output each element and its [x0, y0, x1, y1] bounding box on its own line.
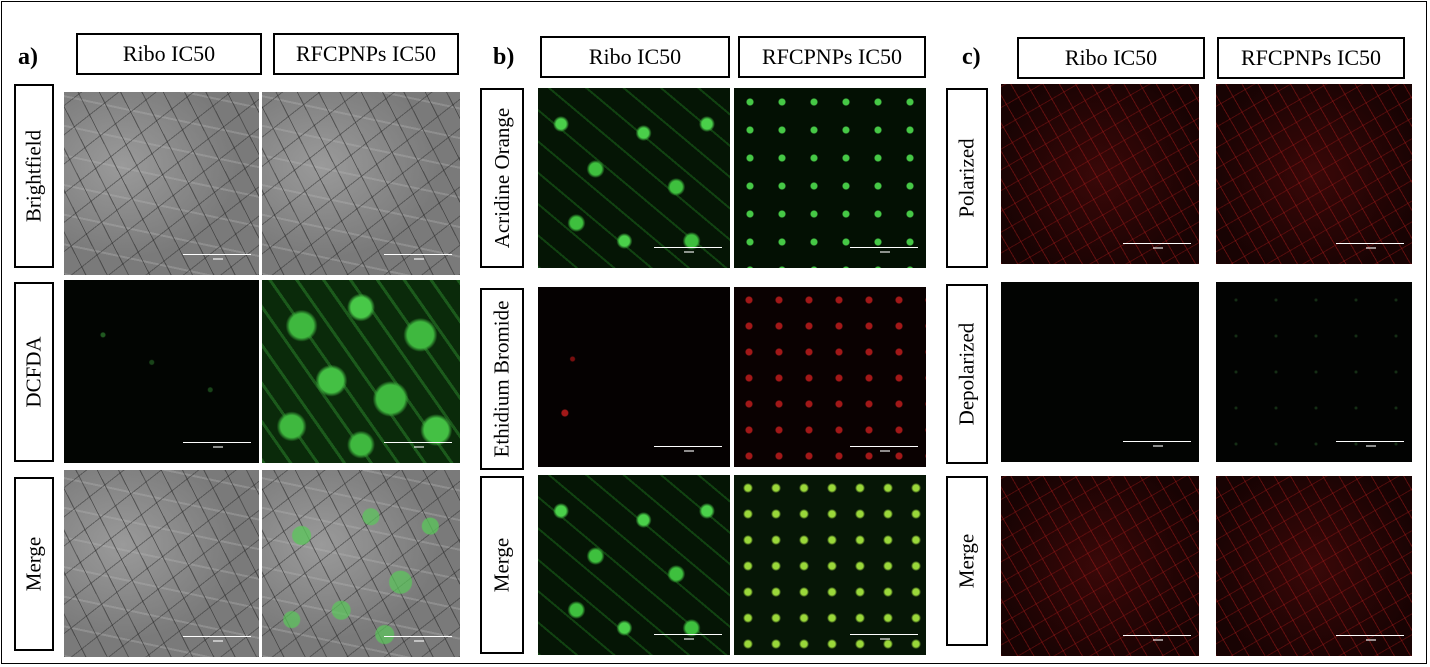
panel-b-letter: b): [493, 44, 515, 70]
scale-bar: [1123, 635, 1191, 641]
scale-bar: [654, 446, 722, 452]
micrograph-c-depolarized-rfcpnps: [1216, 282, 1412, 462]
row-label-text: Acridine Orange: [490, 107, 514, 249]
col-label-text: Ribo IC50: [1064, 45, 1158, 70]
micrograph-b-ethidium-rfcpnps: [734, 287, 926, 467]
micrograph-c-merge-rfcpnps: [1216, 476, 1412, 656]
panel-a-row-dcfda: DCFDA: [14, 282, 54, 462]
row-label-text: Depolarized: [954, 322, 979, 426]
scale-bar: [654, 247, 722, 253]
micrograph-a-dcfda-rfcpnps: [262, 280, 460, 463]
micrograph-b-merge-ribo: [538, 475, 730, 655]
panel-b-col-ribo: Ribo IC50: [540, 36, 730, 78]
micrograph-b-acridine-rfcpnps: [734, 88, 926, 268]
panel-c-row-depolarized: Depolarized: [946, 284, 988, 464]
row-label-text: Merge: [489, 537, 514, 593]
scale-bar: [654, 634, 722, 640]
panel-a-col-rfcpnps: RFCPNPs IC50: [273, 33, 459, 75]
scale-bar: [1336, 243, 1404, 249]
panel-a-row-brightfield: Brightfield: [14, 84, 54, 268]
panel-a-row-merge: Merge: [14, 477, 54, 651]
scale-bar: [183, 254, 251, 260]
panel-a-letter: a): [18, 44, 38, 70]
panel-b-row-acridine-orange: Acridine Orange: [480, 88, 524, 268]
micrograph-c-depolarized-ribo: [1001, 282, 1199, 462]
panel-c-row-merge: Merge: [946, 476, 988, 646]
col-label-text: RFCPNPs IC50: [1240, 45, 1381, 70]
panel-b-row-merge: Merge: [480, 476, 524, 654]
row-label-text: Ethidium Bromide: [489, 300, 514, 458]
scale-bar: [1336, 635, 1404, 641]
micrograph-a-merge-rfcpnps: [262, 470, 460, 657]
row-label-text: Polarized: [954, 138, 979, 218]
col-label-text: Ribo IC50: [588, 44, 682, 69]
row-label-text: Brightfield: [21, 129, 46, 223]
col-label-text: RFCPNPs IC50: [761, 44, 902, 69]
row-label-text: Merge: [21, 536, 46, 592]
panel-b-row-ethidium-bromide: Ethidium Bromide: [480, 288, 524, 470]
panel-b-col-rfcpnps: RFCPNPs IC50: [738, 36, 926, 78]
scale-bar: [384, 636, 452, 642]
scale-bar: [1123, 243, 1191, 249]
scale-bar: [183, 636, 251, 642]
col-label-text: Ribo IC50: [122, 41, 216, 66]
scale-bar: [384, 442, 452, 448]
row-label-text: Merge: [954, 533, 979, 589]
micrograph-b-acridine-ribo: [538, 88, 730, 268]
scale-bar: [183, 442, 251, 448]
panel-a-col-ribo: Ribo IC50: [76, 33, 262, 75]
scale-bar: [850, 446, 918, 452]
scale-bar: [1336, 441, 1404, 447]
scale-bar: [1123, 441, 1191, 447]
scale-bar: [850, 247, 918, 253]
row-label-text: DCFDA: [21, 336, 46, 408]
col-label-text: RFCPNPs IC50: [295, 41, 436, 66]
micrograph-b-ethidium-ribo: [538, 287, 730, 467]
micrograph-a-brightfield-rfcpnps: [262, 92, 460, 275]
micrograph-b-merge-rfcpnps: [734, 475, 926, 655]
micrograph-a-merge-ribo: [64, 470, 259, 657]
micrograph-c-polarized-rfcpnps: [1216, 84, 1412, 264]
micrograph-c-merge-ribo: [1001, 476, 1199, 656]
micrograph-a-brightfield-ribo: [64, 92, 259, 275]
micrograph-c-polarized-ribo: [1001, 84, 1199, 264]
micrograph-a-dcfda-ribo: [64, 280, 259, 463]
panel-c-col-ribo: Ribo IC50: [1017, 37, 1205, 79]
scale-bar: [384, 254, 452, 260]
panel-c-col-rfcpnps: RFCPNPs IC50: [1217, 37, 1405, 79]
panel-c-row-polarized: Polarized: [946, 88, 988, 268]
panel-c-letter: c): [962, 44, 981, 70]
scale-bar: [850, 634, 918, 640]
